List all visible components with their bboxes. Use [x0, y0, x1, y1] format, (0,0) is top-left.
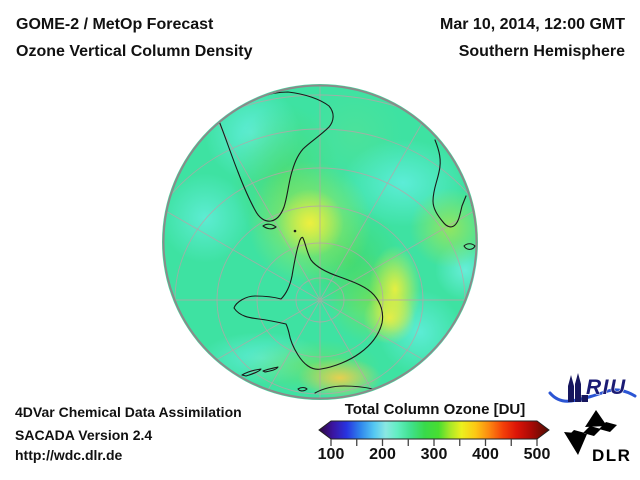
- colorbar-label-100: 100: [317, 446, 345, 463]
- riu-logo: RIU: [548, 373, 637, 403]
- coastlines: [218, 91, 476, 394]
- footer-assimilation-text: 4DVar Chemical Data Assimilation: [15, 404, 242, 420]
- riu-logo-text: RIU: [586, 376, 627, 399]
- colorbar-label-300: 300: [420, 446, 448, 463]
- colorbar-label-400: 400: [472, 446, 499, 463]
- coast-south-america: [218, 91, 334, 222]
- globe-overlay: [162, 84, 478, 400]
- dlr-emblem-icon: [564, 410, 617, 455]
- footer-version-text: SACADA Version 2.4: [15, 427, 153, 443]
- cathedral-icon: [568, 373, 588, 402]
- globe-rim: [162, 84, 478, 400]
- coast-africa: [432, 139, 467, 228]
- colorbar-title: Total Column Ozone [DU]: [344, 401, 526, 418]
- colorbar-ticks: [330, 439, 538, 446]
- dlr-logo: DLR: [564, 410, 631, 465]
- coast-tasmania: [297, 386, 308, 392]
- page-title: GOME-2 / MetOp Forecast: [16, 16, 214, 33]
- colorbar: [318, 420, 550, 446]
- coast-falklands: [293, 229, 297, 233]
- colorbar-label-500: 500: [523, 446, 551, 463]
- date-text: Mar 10, 2014, 12:00 GMT: [440, 16, 625, 33]
- colorbar-gradient-bar: [318, 420, 550, 440]
- coast-antarctica: [233, 236, 384, 370]
- coast-southern-island: [463, 243, 476, 250]
- hemisphere-text: Southern Hemisphere: [458, 43, 625, 60]
- riu-wave-icon: [548, 388, 637, 403]
- coast-tierra-del-fuego: [262, 223, 277, 230]
- coast-new-zealand: [241, 366, 279, 377]
- globe-map: [162, 84, 478, 400]
- page-subtitle: Ozone Vertical Column Density: [16, 43, 253, 60]
- colorbar-label-200: 200: [369, 446, 396, 463]
- footer-url-text: http://wdc.dlr.de: [15, 447, 123, 463]
- coast-australia: [314, 385, 374, 394]
- dlr-logo-text: DLR: [592, 446, 631, 465]
